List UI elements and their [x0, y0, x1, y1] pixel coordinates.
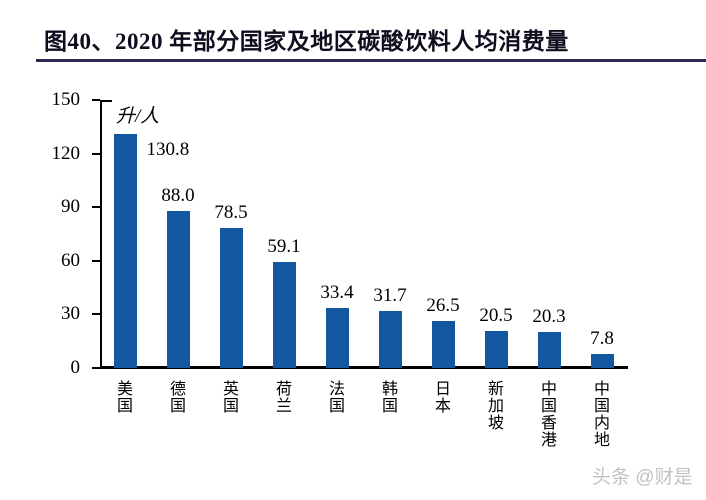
title-underline [36, 59, 706, 62]
x-axis-line [100, 366, 628, 369]
bar-value-label-日本: 26.5 [426, 294, 460, 316]
bar-value-label-中国内地: 7.8 [590, 328, 614, 350]
x-axis-label-新加坡: 新 加 坡 [487, 381, 504, 432]
y-axis-tick-0 [92, 367, 100, 369]
y-axis-label-30: 30 [61, 303, 80, 325]
bar-法国 [325, 308, 349, 368]
watermark-text: 头条 @财是 [592, 467, 693, 488]
bar-荷兰 [272, 262, 296, 368]
bar-value-label-法国: 33.4 [320, 282, 354, 304]
y-axis-label-60: 60 [61, 249, 80, 271]
x-axis-label-英国: 英 国 [222, 381, 239, 415]
y-axis-label-120: 120 [51, 142, 81, 164]
bar-德国 [166, 210, 190, 368]
x-axis-label-中国内地: 中 国 内 地 [593, 381, 610, 449]
x-axis-label-荷兰: 荷 兰 [275, 381, 292, 415]
y-axis-tick-150 [92, 99, 100, 101]
x-axis-label-日本: 日 本 [434, 381, 451, 415]
bar-value-label-中国香港: 20.3 [532, 305, 566, 327]
y-axis-tick-90 [92, 206, 100, 209]
y-axis-top-tick [102, 100, 112, 102]
x-axis-label-美国: 美 国 [116, 381, 133, 415]
y-axis-label-0: 0 [70, 357, 81, 378]
y-axis-label-150: 150 [51, 89, 81, 110]
bar-日本 [431, 320, 455, 368]
y-axis-line [100, 100, 102, 368]
x-axis-label-中国香港: 中 国 香 港 [540, 381, 557, 449]
y-axis-unit-label: 升/人 [116, 106, 160, 127]
bar-美国 [113, 134, 137, 368]
y-axis-label-90: 90 [61, 196, 80, 218]
bar-新加坡 [484, 331, 508, 368]
y-axis-tick-120 [92, 152, 100, 155]
bar-value-label-英国: 78.5 [214, 201, 248, 223]
x-axis-label-德国: 德 国 [169, 381, 186, 415]
y-axis-tick-30 [92, 313, 100, 316]
chart-title: 图40、2020 年部分国家及地区碳酸饮料人均消费量 [44, 29, 569, 54]
y-axis-tick-60 [92, 259, 100, 262]
x-axis-label-韩国: 韩 国 [381, 381, 398, 415]
bar-value-label-美国: 130.8 [146, 139, 190, 161]
bar-中国内地 [590, 354, 614, 368]
bar-中国香港 [537, 331, 561, 368]
bar-value-label-荷兰: 59.1 [267, 236, 301, 258]
bar-value-label-德国: 88.0 [161, 184, 195, 206]
bar-英国 [219, 227, 243, 368]
x-axis-label-法国: 法 国 [328, 381, 345, 415]
bar-value-label-新加坡: 20.5 [479, 305, 513, 327]
bar-韩国 [378, 311, 402, 368]
bar-value-label-韩国: 31.7 [373, 285, 407, 307]
